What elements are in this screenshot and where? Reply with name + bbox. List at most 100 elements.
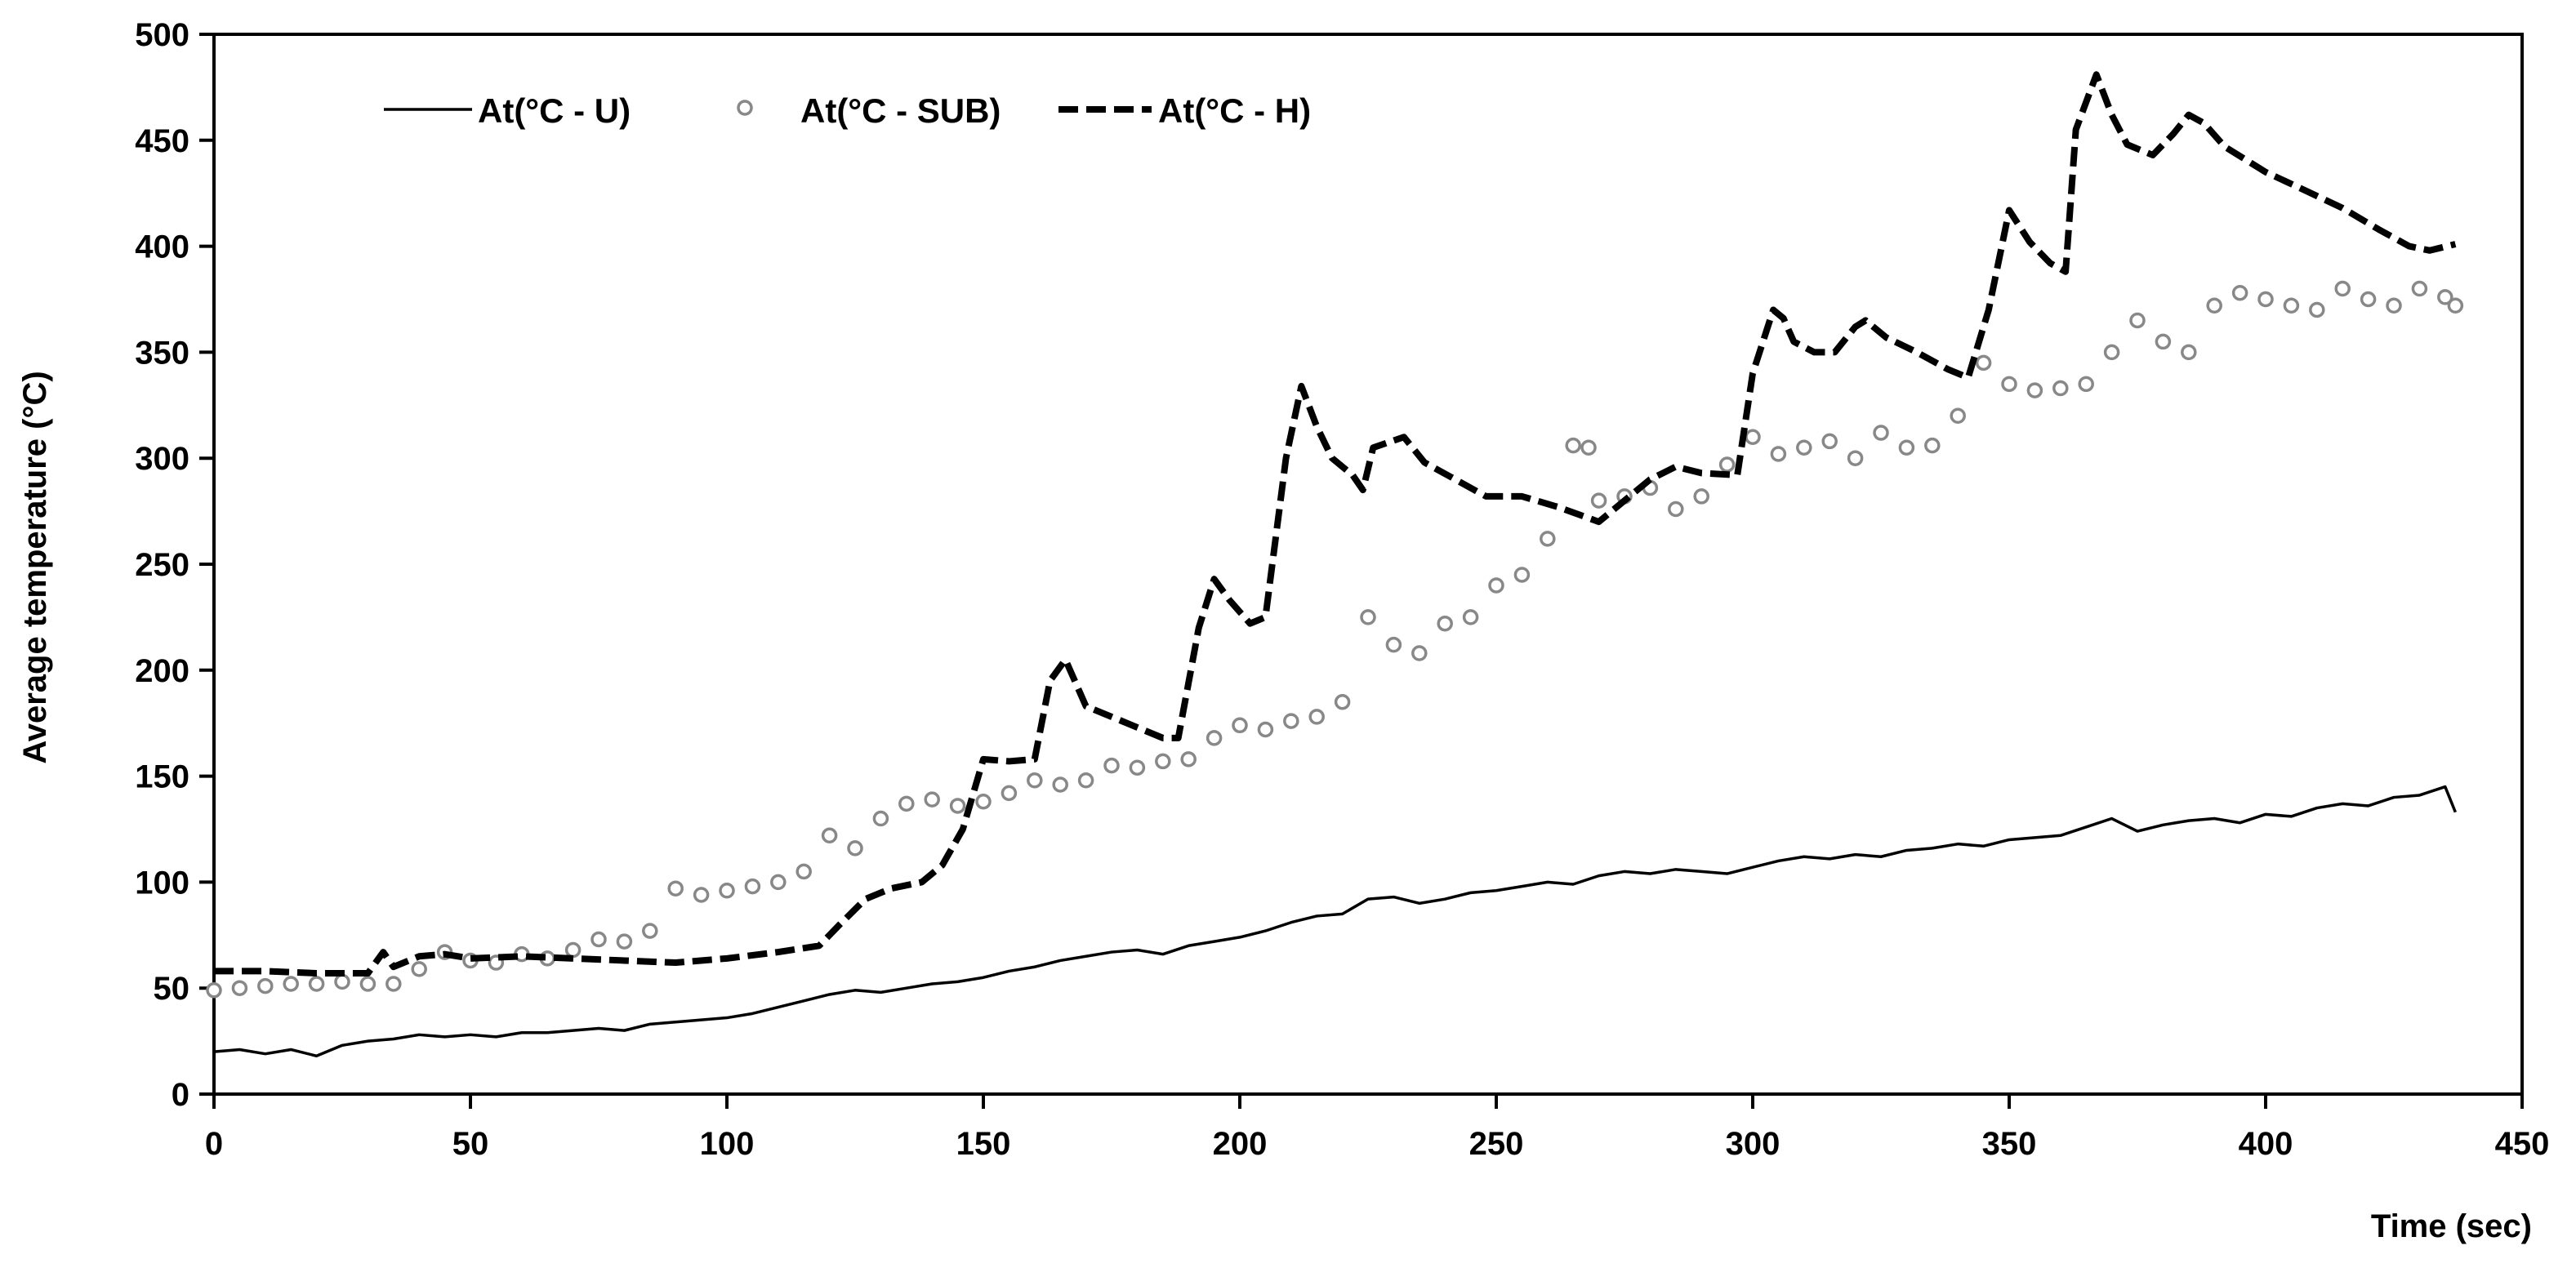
- x-tick-label: 400: [2239, 1126, 2293, 1162]
- series-sub-point: [1668, 501, 1684, 518]
- y-tick-label: 500: [135, 17, 189, 53]
- x-tick-label: 200: [1213, 1126, 1268, 1162]
- legend-label-sub: At(°C - SUB): [800, 91, 1001, 130]
- series-sub-point: [2386, 297, 2402, 314]
- series-sub-point: [1180, 751, 1197, 767]
- series-sub-point: [744, 878, 761, 895]
- x-tick-label: 300: [1726, 1126, 1780, 1162]
- series-sub-point: [2360, 291, 2377, 308]
- y-tick-label: 150: [135, 759, 189, 795]
- series-sub-point: [1462, 609, 1479, 625]
- series-sub-point: [1027, 772, 1043, 789]
- series-sub-point: [1360, 609, 1376, 625]
- series-sub-point: [924, 791, 940, 808]
- series-sub-point: [1052, 776, 1068, 793]
- series-sub-point: [1565, 437, 1581, 454]
- series-sub-point: [2447, 297, 2464, 314]
- series-u-line: [213, 785, 2457, 1058]
- x-tick-label: 350: [1982, 1126, 2037, 1162]
- series-u: [213, 785, 2457, 1058]
- series-sub-point: [872, 810, 889, 827]
- series-sub-point: [2052, 380, 2069, 397]
- series-sub-point: [2181, 344, 2197, 361]
- series-sub-point: [1898, 439, 1915, 456]
- series-sub-point: [2129, 312, 2146, 329]
- x-tick-label: 250: [1469, 1126, 1524, 1162]
- legend-entry-u: At(°C - U): [384, 91, 631, 130]
- x-tick-label: 450: [2495, 1126, 2550, 1162]
- series-sub-point: [411, 961, 427, 977]
- series-sub-point: [719, 883, 735, 899]
- series-sub-point: [2103, 344, 2120, 361]
- series-sub-point: [2206, 297, 2222, 314]
- legend-label-h: At(°C - H): [1158, 91, 1311, 130]
- y-tick-label: 0: [172, 1077, 189, 1113]
- series-sub-point: [1540, 531, 1556, 547]
- series-sub-point: [1488, 577, 1504, 594]
- series-sub-point: [2437, 289, 2453, 305]
- y-tick-label: 450: [135, 123, 189, 159]
- series-sub-point: [1718, 456, 1736, 473]
- x-tick-label: 50: [452, 1126, 489, 1162]
- series-sub-point: [1590, 492, 1607, 509]
- y-tick-label: 300: [135, 441, 189, 477]
- series-sub-point: [1975, 354, 1992, 372]
- series-sub-point: [283, 976, 299, 992]
- series-sub-point: [564, 941, 582, 959]
- y-tick-label: 400: [135, 229, 189, 265]
- y-tick-label: 250: [135, 547, 189, 583]
- series-sub-point: [1950, 407, 1966, 425]
- series-sub-point: [1693, 488, 1709, 505]
- series-sub-point: [231, 980, 248, 996]
- series-sub-point: [1206, 730, 1223, 746]
- series-sub-point: [667, 880, 684, 896]
- y-tick-label: 50: [154, 971, 190, 1007]
- series-sub-point: [206, 982, 222, 999]
- series-sub: [206, 280, 2464, 999]
- series-sub-point: [359, 976, 377, 992]
- series-sub-point: [2411, 280, 2428, 297]
- series-sub-point: [1129, 759, 1146, 776]
- series-sub-point: [1257, 721, 1274, 738]
- series-sub-point: [1580, 439, 1597, 456]
- series-sub-point: [1847, 450, 1864, 466]
- series-sub-point: [2231, 284, 2248, 301]
- plot-area-frame: [212, 33, 2524, 1096]
- series-sub-point: [975, 794, 992, 810]
- series-sub-point: [1924, 437, 1941, 454]
- series-sub-point: [1745, 429, 1761, 445]
- legend-swatch-sub: [737, 100, 753, 116]
- series-sub-point: [1232, 717, 1248, 734]
- series-sub-point: [2309, 301, 2325, 318]
- series-sub-point: [1077, 772, 1094, 789]
- series-sub-point: [2334, 280, 2351, 297]
- x-tick-label: 150: [956, 1126, 1011, 1162]
- legend-label-u: At(°C - U): [478, 91, 631, 130]
- series-sub-point: [1796, 439, 1812, 456]
- series-sub-point: [2026, 382, 2043, 398]
- series-sub-point: [796, 863, 812, 880]
- series-sub-point: [642, 923, 658, 939]
- series-sub-point: [1001, 785, 1018, 802]
- series-sub-point: [1103, 757, 1120, 774]
- series-sub-point: [1513, 567, 1531, 583]
- y-axis-title: Average temperature (°C): [17, 371, 53, 763]
- series-sub-point: [1385, 636, 1402, 653]
- series-sub-point: [591, 931, 607, 948]
- series-sub-point: [821, 827, 838, 844]
- series-sub-point: [2155, 333, 2172, 350]
- x-tick-label: 100: [700, 1126, 755, 1162]
- series-sub-point: [257, 977, 274, 994]
- series-h-line: [214, 71, 2457, 977]
- y-tick-label: 100: [135, 865, 189, 901]
- series-sub-point: [1411, 645, 1428, 661]
- series-sub-point: [1873, 425, 1889, 441]
- series-sub-point: [1155, 753, 1171, 770]
- series-sub-point: [1437, 615, 1453, 632]
- series-sub-point: [616, 933, 633, 950]
- series-sub-point: [1770, 446, 1787, 462]
- series-sub-point: [949, 798, 966, 814]
- legend-entry-h: At(°C - H): [1058, 91, 1311, 130]
